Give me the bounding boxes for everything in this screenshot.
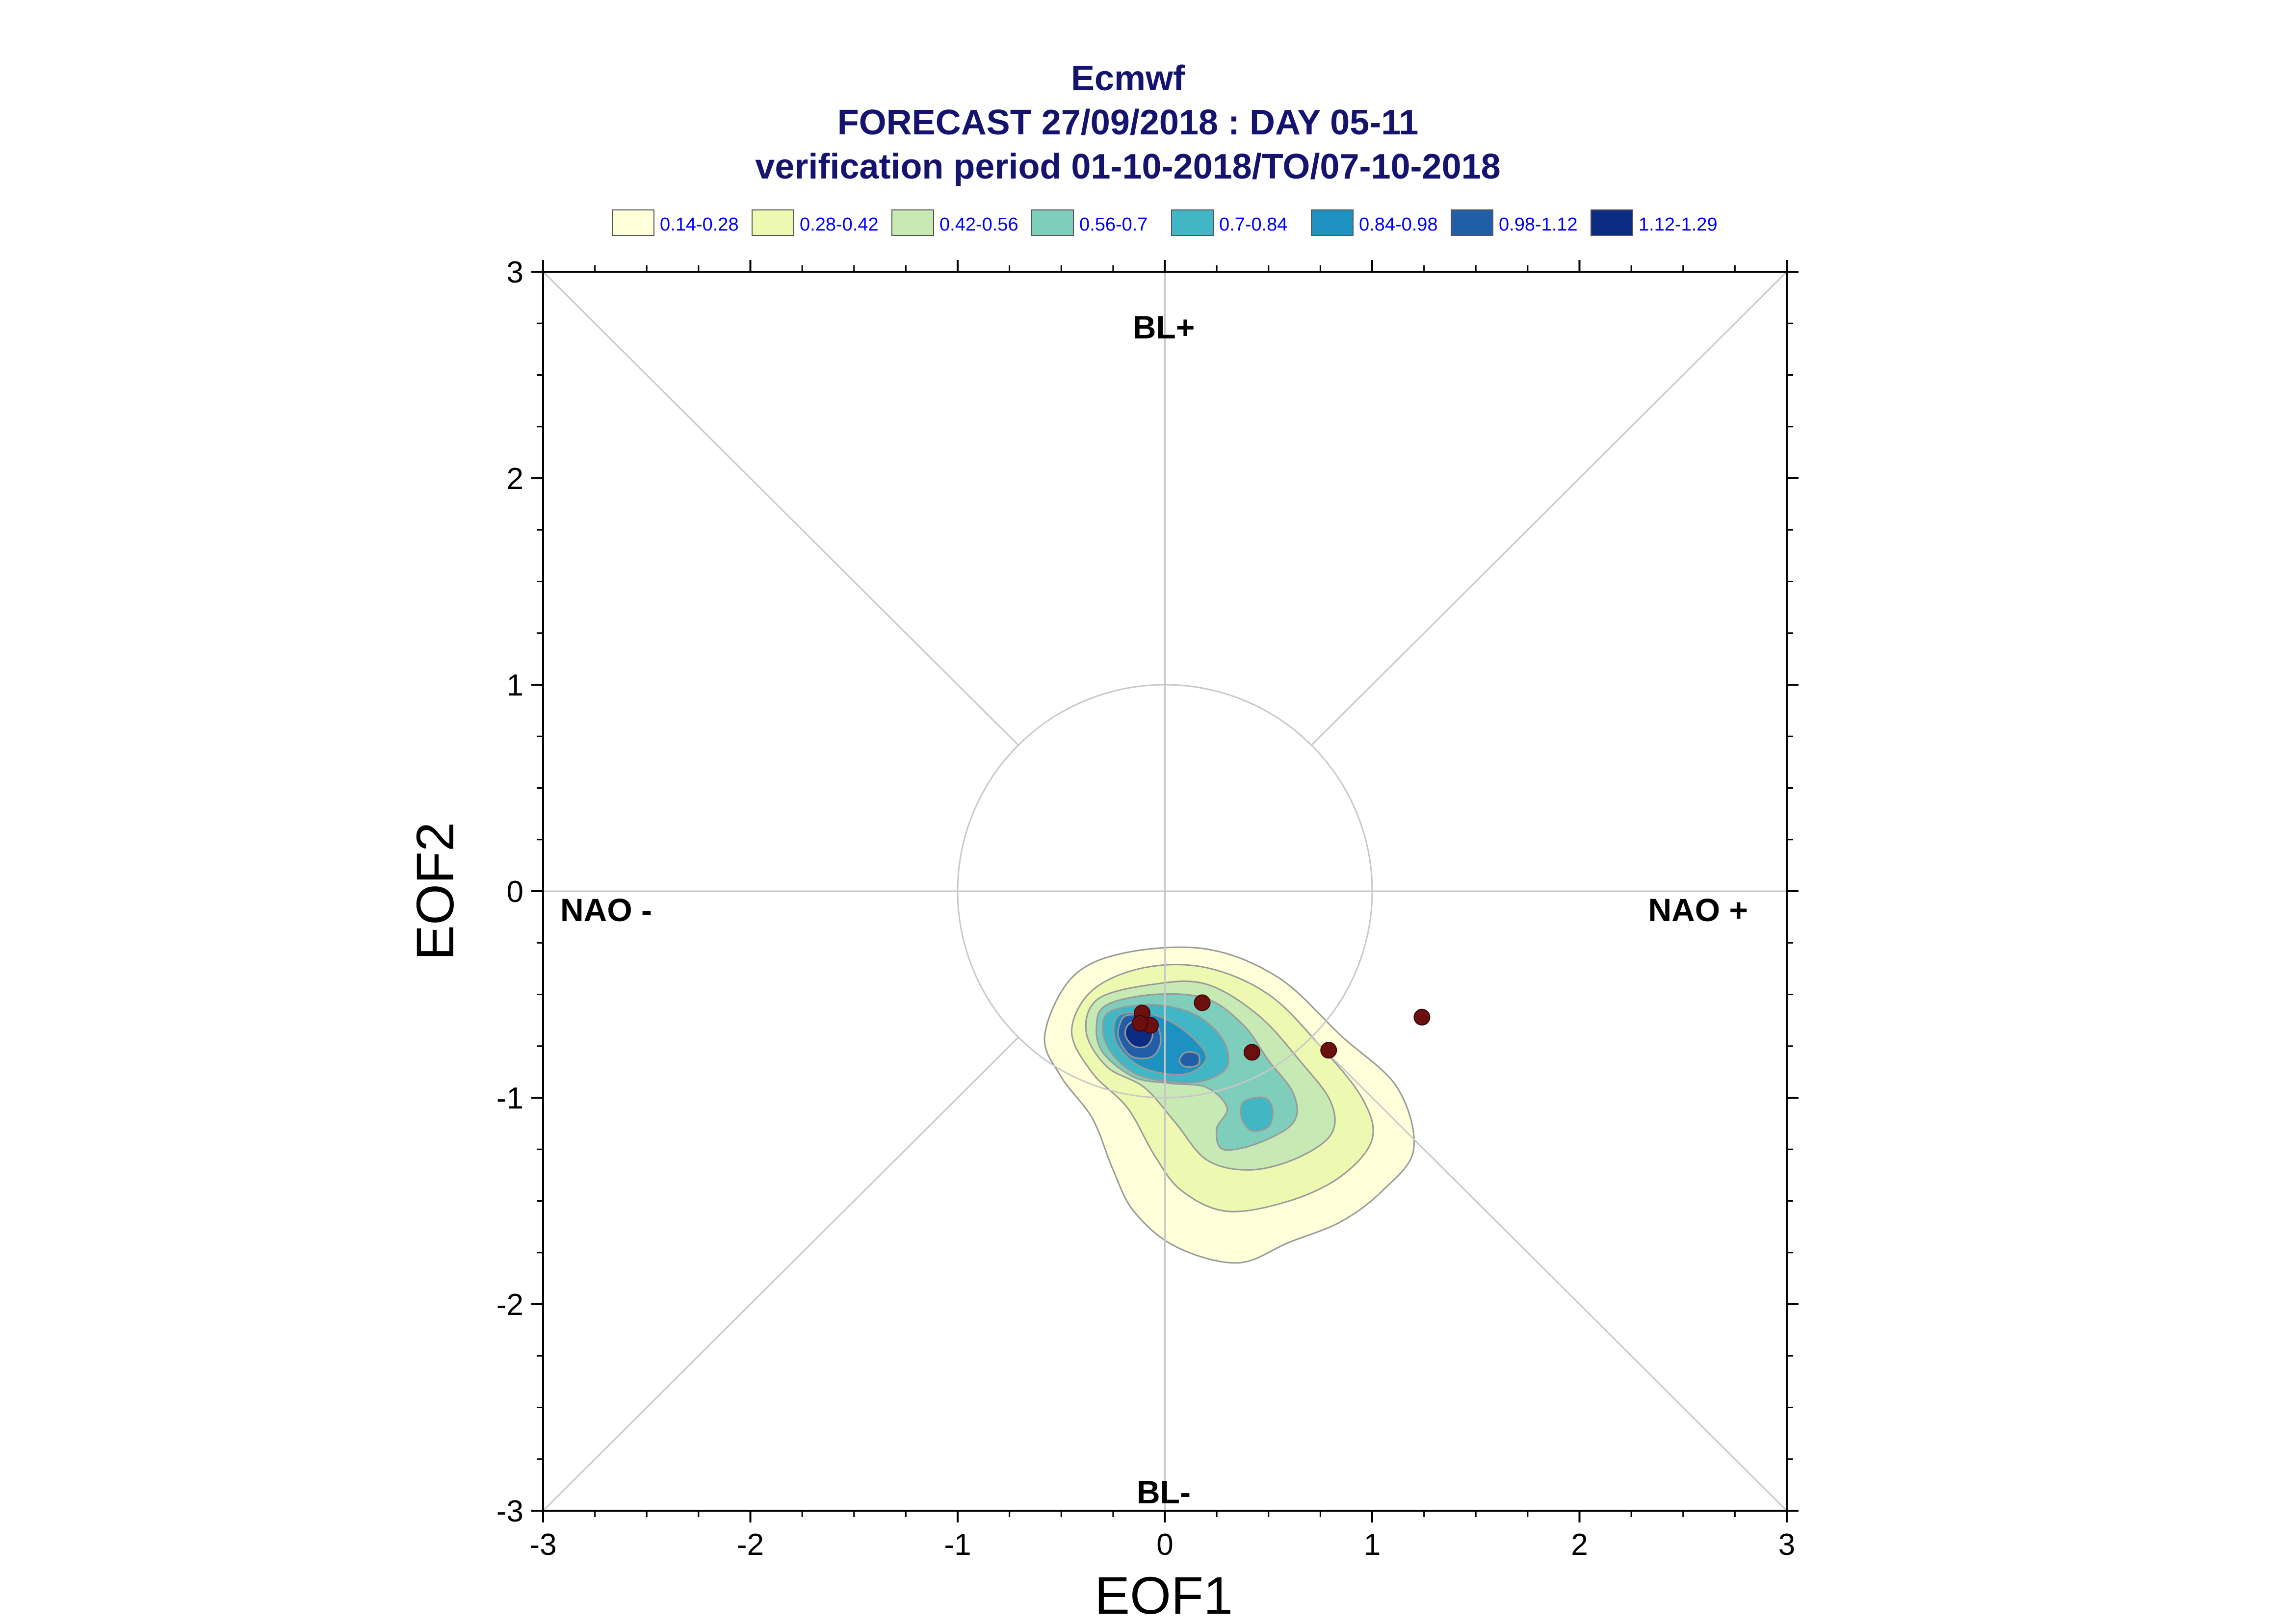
data-point: [1194, 994, 1211, 1011]
data-point: [1320, 1042, 1337, 1059]
title-block: Ecmwf FORECAST 27/09/2018 : DAY 05-11 ve…: [755, 59, 1500, 186]
legend-swatch: [1031, 209, 1074, 236]
y-tick-label: -1: [496, 1082, 523, 1115]
legend-label: 0.28-0.42: [800, 214, 879, 235]
regime-label-left: NAO -: [560, 892, 652, 928]
regime-label-top: BL+: [1133, 309, 1195, 345]
legend-swatch: [752, 209, 794, 236]
legend-swatch: [1591, 209, 1633, 236]
y-tick-label: 0: [507, 875, 523, 909]
legend-swatch: [1311, 209, 1354, 236]
x-tick-label: 2: [1571, 1528, 1588, 1562]
y-tick-label: 2: [507, 462, 523, 496]
y-tick-label: 3: [507, 256, 523, 289]
diagonal-guide-line: [1311, 271, 1788, 746]
y-tick-label: -2: [496, 1288, 523, 1322]
legend-label: 0.56-0.7: [1079, 214, 1148, 235]
legend-label: 0.14-0.28: [660, 214, 739, 235]
regime-labels: BL+ BL- NAO - NAO +: [560, 309, 1748, 1510]
density-contour: [1240, 1096, 1274, 1132]
x-tick-label: -1: [944, 1528, 971, 1562]
y-tick-label: -3: [496, 1495, 523, 1528]
x-axis-label: EOF1: [1095, 1566, 1233, 1624]
legend-swatch: [1171, 209, 1214, 236]
legend-swatch: [612, 209, 654, 236]
diagonal-guide-line: [1311, 1036, 1788, 1512]
x-tick-label: -3: [529, 1528, 556, 1562]
y-axis-label: EOF2: [405, 822, 465, 960]
legend-label: 1.12-1.29: [1639, 214, 1718, 235]
data-point: [1413, 1008, 1431, 1026]
diagonal-guide-line: [542, 1036, 1019, 1512]
legend-label: 0.7-0.84: [1219, 214, 1287, 235]
plot-area: -3 -2 -1 0 1 2 3 -3 -2 -1 0 1 2 3 BL+ BL- NAO - NAO +…: [405, 256, 1799, 1624]
density-contours: [1043, 946, 1415, 1264]
y-tick-label: 1: [507, 669, 523, 702]
legend-label: 0.98-1.12: [1499, 214, 1578, 235]
x-tick-label: 1: [1364, 1528, 1381, 1562]
chart-title: Ecmwf: [1071, 59, 1185, 98]
legend-swatch: [891, 209, 934, 236]
x-tick-label: 3: [1778, 1528, 1795, 1562]
x-tick-label: 0: [1156, 1528, 1173, 1562]
regime-label-right: NAO +: [1648, 892, 1748, 928]
legend-label: 0.42-0.56: [939, 214, 1018, 235]
chart-subtitle-verification: verification period 01-10-2018/TO/07-10-…: [755, 147, 1500, 186]
density-contour: [1178, 1051, 1200, 1068]
reference-circle: [957, 684, 1373, 1099]
legend-label: 0.84-0.98: [1359, 214, 1438, 235]
legend: 0.14-0.28 0.28-0.42 0.42-0.56 0.56-0.7 0.7-0…: [612, 209, 1718, 236]
axis-ticks: -3 -2 -1 0 1 2 3 -3 -2 -1 0 1 2 3: [496, 256, 1799, 1562]
reference-guides: [542, 271, 1788, 1512]
x-tick-label: -2: [737, 1528, 764, 1562]
data-points: [1131, 994, 1431, 1061]
diagonal-guide-line: [542, 271, 1019, 746]
regime-label-bottom: BL-: [1137, 1474, 1191, 1510]
chart-subtitle-forecast: FORECAST 27/09/2018 : DAY 05-11: [837, 103, 1419, 142]
data-point: [1243, 1044, 1260, 1061]
data-point: [1131, 1015, 1148, 1032]
legend-swatch: [1451, 209, 1493, 236]
